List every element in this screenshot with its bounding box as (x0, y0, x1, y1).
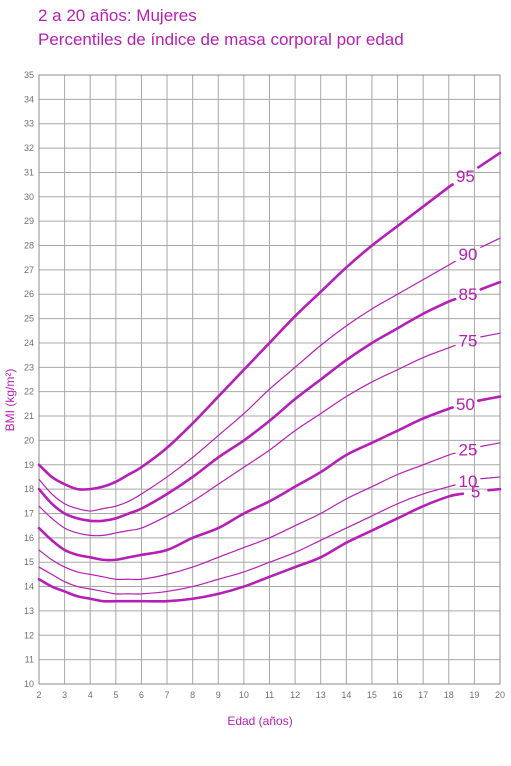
x-axis-label: Edad (años) (227, 714, 292, 728)
series-line-p90 (38, 260, 456, 512)
x-tick-label: 7 (165, 690, 170, 700)
y-tick-label: 27 (24, 265, 34, 275)
axis-ticks: 2 3 4 5 6 7 8 9 10 11 12 13 14 15 16 17 18 19 201011121314… (24, 70, 505, 700)
percentile-label-50: 50 (456, 395, 475, 414)
y-tick-label: 28 (24, 241, 34, 251)
x-tick-label: 17 (418, 690, 428, 700)
y-tick-label: 31 (24, 167, 34, 177)
x-tick-label: 11 (265, 690, 274, 700)
series-line-p50-end (476, 395, 502, 402)
y-tick-label: 15 (24, 557, 34, 567)
series-line-p5 (37, 492, 465, 603)
series-line-p10 (38, 484, 456, 595)
x-tick-label: 14 (341, 690, 351, 700)
y-tick-label: 14 (24, 582, 34, 592)
series-line-p95 (37, 183, 454, 491)
series-line-p90-end (480, 237, 501, 248)
series-line-p25-end (480, 442, 501, 448)
y-tick-label: 34 (24, 94, 34, 104)
x-tick-label: 6 (139, 690, 144, 700)
percentile-label-5: 5 (471, 482, 480, 501)
x-tick-label: 15 (367, 690, 377, 700)
chart-title: 2 a 20 años: Mujeres (38, 6, 197, 25)
y-tick-label: 25 (24, 314, 34, 324)
x-tick-label: 13 (316, 690, 326, 700)
y-tick-label: 16 (24, 533, 34, 543)
series-line-p85-end (479, 280, 502, 291)
y-tick-label: 35 (24, 70, 34, 80)
series-line-p5-end (487, 487, 502, 492)
percentile-label-95: 95 (456, 167, 475, 186)
percentile-label-75: 75 (459, 332, 478, 351)
x-tick-label: 2 (36, 690, 41, 700)
x-tick-label: 16 (393, 690, 403, 700)
y-tick-label: 13 (24, 606, 34, 616)
y-tick-label: 29 (24, 216, 34, 226)
series-line-p95-end (476, 151, 502, 169)
y-tick-label: 12 (24, 630, 34, 640)
x-tick-label: 5 (113, 690, 118, 700)
x-tick-label: 19 (469, 690, 479, 700)
y-tick-label: 18 (24, 484, 34, 494)
series-line-p75-end (480, 332, 501, 338)
y-tick-label: 23 (24, 362, 34, 372)
x-tick-label: 3 (62, 690, 67, 700)
x-tick-label: 4 (88, 690, 93, 700)
x-tick-label: 18 (444, 690, 454, 700)
x-tick-label: 12 (290, 690, 300, 700)
y-tick-label: 26 (24, 289, 34, 299)
percentile-label-90: 90 (459, 245, 478, 264)
percentile-label-25: 25 (459, 441, 478, 460)
y-tick-label: 10 (24, 679, 34, 689)
series-line-p75 (38, 344, 456, 537)
percentile-series (37, 151, 502, 603)
x-tick-label: 9 (216, 690, 221, 700)
y-tick-label: 32 (24, 143, 34, 153)
percentile-labels: 95 90 85 75 50 25 105 (456, 167, 480, 501)
percentile-label-85: 85 (459, 285, 478, 304)
y-tick-label: 20 (24, 435, 34, 445)
series-line-p10-end (480, 476, 501, 480)
y-tick-label: 22 (24, 387, 34, 397)
x-tick-label: 8 (190, 690, 195, 700)
y-tick-label: 11 (25, 655, 34, 665)
chart-grid (38, 74, 501, 685)
percentile-label-10: 10 (459, 472, 478, 491)
series-line-p85 (37, 297, 457, 523)
x-tick-label: 10 (239, 690, 249, 700)
series-line-p25 (38, 452, 456, 581)
y-tick-label: 30 (24, 192, 34, 202)
y-tick-label: 19 (24, 460, 34, 470)
y-tick-label: 33 (24, 119, 34, 129)
y-tick-label: 21 (24, 411, 34, 421)
y-tick-label: 24 (24, 338, 34, 348)
x-tick-label: 20 (495, 690, 505, 700)
chart-subtitle: Percentiles de índice de masa corporal p… (38, 30, 404, 49)
y-axis-label: BMI (kg/m²) (3, 369, 17, 432)
y-tick-label: 17 (24, 508, 34, 518)
series-line-p50 (37, 406, 454, 562)
plot-frame (38, 74, 501, 685)
